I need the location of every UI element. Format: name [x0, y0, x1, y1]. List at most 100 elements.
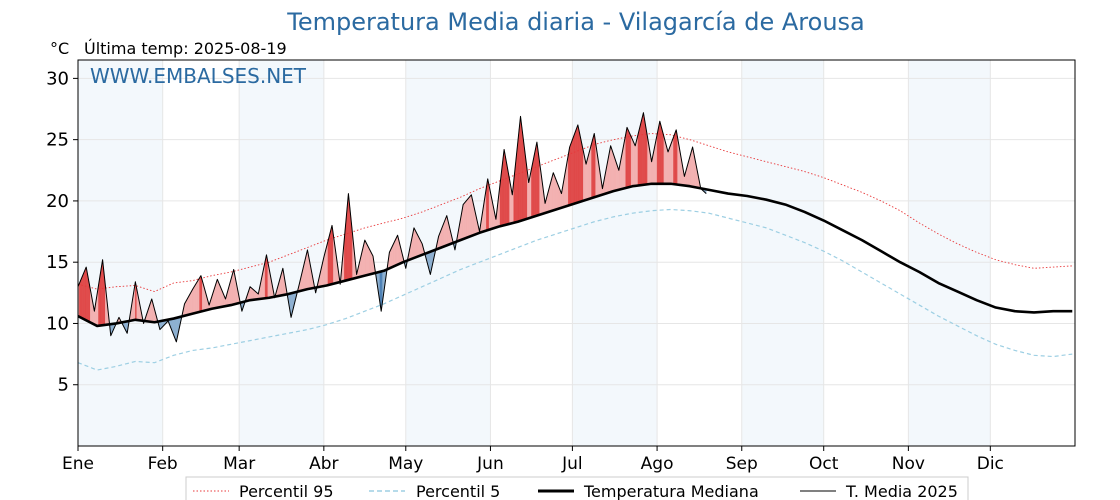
fill-above-median: [573, 132, 576, 205]
tick-labels: 5 10 15 20 25 30 Ene Feb Mar Abr May Jun Jul Ago Sep Oc…: [46, 68, 1004, 474]
fill-above-median: [330, 225, 333, 285]
fill-above-median: [197, 277, 200, 313]
legend-item-p95: Percentil 95: [193, 482, 334, 500]
fill-above-median: [570, 139, 573, 205]
fill-above-median: [189, 290, 192, 315]
plot-frame: [77, 59, 1076, 447]
fill-above-median: [592, 133, 595, 198]
alternate-month-bands: [78, 60, 991, 446]
fill-above-median: [465, 199, 468, 239]
fill-above-median: [191, 288, 193, 315]
fill-above-median: [367, 245, 370, 276]
fill-above-median: [217, 279, 219, 308]
fill-above-median: [640, 118, 643, 186]
series-line-1: [77, 208, 1073, 371]
fill-above-median: [633, 142, 636, 187]
fill-above-median: [505, 156, 508, 226]
fill-above-median: [535, 142, 538, 217]
legend-item-p5: Percentil 5: [369, 482, 500, 500]
fill-above-median: [636, 134, 639, 186]
fill-above-median: [630, 136, 633, 187]
fill-above-median: [81, 273, 84, 320]
fill-above-median: [365, 242, 368, 276]
unit-label: °C: [50, 39, 69, 58]
fill-above-median: [572, 135, 574, 205]
fill-above-median: [579, 131, 581, 203]
fill-above-median: [199, 274, 202, 313]
fill-above-median: [464, 200, 467, 239]
fill-above-median: [637, 129, 640, 186]
fill-above-median: [574, 128, 577, 204]
ytick-label-5: 5: [58, 375, 69, 396]
fill-above-median: [533, 148, 536, 217]
fill-above-median: [326, 241, 329, 286]
fill-above-median: [393, 240, 396, 267]
series-line-0: [77, 133, 1073, 293]
fill-above-median: [413, 227, 416, 259]
fill-above-median: [656, 127, 659, 184]
fill-above-median: [553, 172, 555, 211]
fill-above-median: [445, 215, 447, 247]
fill-above-median: [364, 240, 367, 276]
fill-above-median: [193, 283, 196, 314]
fill-above-median: [84, 267, 87, 321]
fill-above-median: [520, 116, 523, 222]
fill-above-median: [327, 235, 330, 286]
fill-above-median: [569, 143, 572, 206]
fill-above-median: [462, 202, 465, 240]
fill-above-median: [576, 124, 579, 204]
fill-above-median: [628, 130, 630, 188]
fill-above-median: [673, 133, 676, 185]
xtick-label-oct: Oct: [809, 454, 839, 474]
xtick-label-nov: Nov: [892, 454, 925, 474]
fill-above-median: [629, 133, 632, 188]
legend-label-p95: Percentil 95: [239, 482, 334, 500]
fill-above-median: [554, 176, 557, 211]
fill-above-median: [469, 194, 472, 237]
fill-above-median: [503, 149, 506, 226]
fill-above-median: [80, 276, 83, 319]
fill-above-median: [635, 140, 637, 187]
ytick-label-25: 25: [46, 130, 69, 151]
fill-above-median: [555, 179, 558, 210]
fill-above-median: [83, 270, 86, 320]
legend-item-mediana: Temperatura Mediana: [538, 482, 759, 500]
fill-above-median: [249, 286, 252, 301]
fill-above-median: [591, 138, 594, 199]
fill-above-median: [659, 121, 662, 184]
fill-above-median: [658, 121, 661, 184]
fill-above-median: [660, 126, 663, 184]
fill-above-median: [663, 136, 666, 184]
xtick-label-jul: Jul: [561, 454, 583, 474]
axes: [77, 59, 1076, 447]
fill-above-median: [589, 143, 592, 199]
month-band-nov: [908, 60, 991, 446]
series-line-3: [77, 112, 707, 343]
xtick-label-ene: Ene: [62, 454, 94, 474]
fill-above-median: [195, 281, 198, 314]
last-temp-label: Última temp: 2025-08-19: [84, 39, 287, 58]
fill-above-median: [613, 153, 615, 192]
chart-title: Temperatura Media diaria - Vilagarcía de…: [286, 8, 865, 36]
fill-above-median: [669, 144, 671, 184]
fill-above-median: [251, 287, 254, 301]
ytick-label-15: 15: [46, 252, 69, 273]
xtick-label-dic: Dic: [977, 454, 1004, 474]
fill-above-median: [531, 162, 533, 218]
fill-above-median: [665, 141, 667, 184]
legend-label-p5: Percentil 5: [416, 482, 500, 500]
fill-above-median: [394, 238, 397, 267]
fill-above-median: [639, 123, 641, 186]
fill-above-median: [632, 139, 635, 187]
month-band-ene: [78, 60, 163, 446]
watermark: WWW.EMBALSES.NET: [90, 64, 307, 88]
legend: Percentil 95 Percentil 5 Temperatura Med…: [185, 476, 969, 500]
fill-above-median: [667, 148, 670, 184]
legend-label-2025: T. Media 2025: [845, 482, 958, 500]
fill-above-median: [580, 137, 583, 202]
xtick-label-sep: Sep: [726, 454, 758, 474]
legend-label-mediana: Temperatura Mediana: [583, 482, 759, 500]
fill-above-median: [577, 124, 580, 203]
ytick-label-10: 10: [46, 313, 69, 334]
